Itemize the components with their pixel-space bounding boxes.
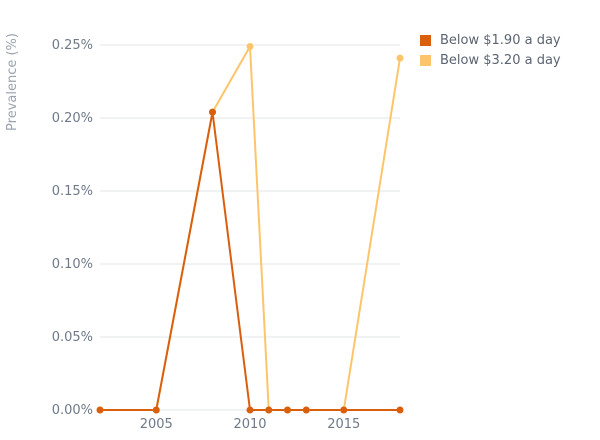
y-tick-label: 0.00% (52, 403, 93, 418)
data-point[interactable] (396, 54, 404, 62)
x-tick-label: 2005 (140, 417, 173, 432)
legend-swatch (420, 54, 431, 66)
series-line (100, 43, 401, 411)
grid-lines (100, 44, 400, 411)
data-point[interactable] (246, 406, 254, 414)
y-tick-label: 0.15% (52, 184, 93, 199)
legend-label: Below $3.20 a day (440, 52, 561, 68)
legend: Below $1.90 a day Below $3.20 a day (420, 30, 561, 70)
data-point[interactable] (340, 406, 348, 414)
data-point[interactable] (265, 406, 273, 414)
y-tick-label: 0.25% (52, 38, 93, 53)
y-tick-label: 0.05% (52, 330, 93, 345)
data-point[interactable] (96, 406, 104, 414)
data-point[interactable] (396, 406, 404, 414)
legend-label: Below $1.90 a day (440, 32, 561, 48)
series-group (96, 42, 404, 414)
y-axis-label: Prevalence (%) (5, 33, 20, 131)
y-tick-labels: 0.00% 0.05% 0.10% 0.15% 0.20% 0.25% (52, 38, 93, 418)
legend-item[interactable]: Below $3.20 a day (420, 50, 561, 70)
x-tick-labels: 2005 2010 2015 (140, 417, 361, 432)
data-point[interactable] (246, 42, 254, 50)
data-point[interactable] (209, 108, 216, 116)
legend-item[interactable]: Below $1.90 a day (420, 30, 561, 50)
data-point[interactable] (152, 406, 160, 414)
y-tick-label: 0.20% (52, 111, 93, 126)
data-point[interactable] (302, 406, 310, 414)
x-tick-label: 2010 (233, 417, 266, 432)
data-point[interactable] (284, 406, 291, 414)
x-tick-label: 2015 (327, 417, 360, 432)
legend-swatch (420, 34, 431, 46)
series-line (100, 111, 400, 411)
y-tick-label: 0.10% (52, 257, 93, 272)
